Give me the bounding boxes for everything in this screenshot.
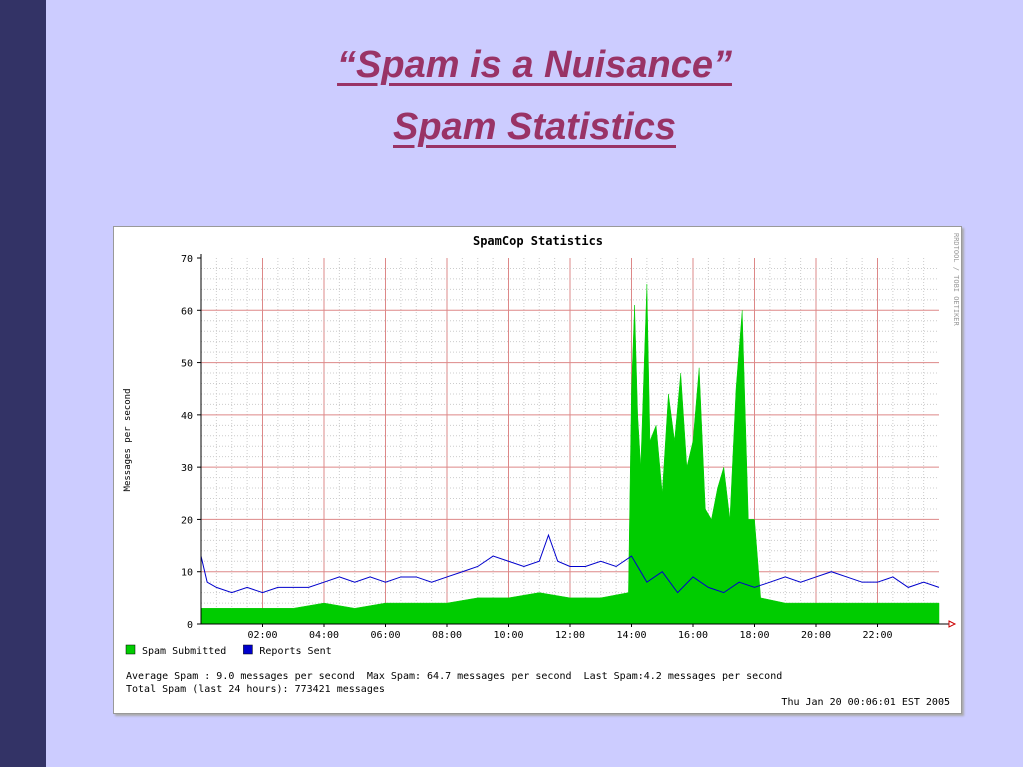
- x-tick-label: 02:00: [247, 630, 277, 641]
- series-area-0: [200, 284, 940, 625]
- x-tick-label: 22:00: [862, 630, 892, 641]
- y-tick-label: 20: [181, 515, 193, 526]
- x-tick-label: 16:00: [678, 630, 708, 641]
- chart-title: SpamCop Statistics: [473, 234, 603, 248]
- watermark: RRDTOOL / TOBI OETIKER: [952, 233, 960, 327]
- slide-subtitle: Spam Statistics: [393, 106, 676, 148]
- x-tick-label: 10:00: [493, 630, 523, 641]
- y-axis-label: Messages per second: [123, 389, 133, 492]
- legend-swatch-0: [125, 644, 136, 655]
- chart-frame: SpamCop Statistics Messages per second R…: [113, 226, 962, 714]
- stats-line-2: Total Spam (last 24 hours): 773421 messa…: [126, 684, 385, 695]
- stats-line-1: Average Spam : 9.0 messages per second M…: [126, 671, 782, 682]
- slide-title: “Spam is a Nuisance”: [337, 44, 732, 86]
- spamcop-chart: SpamCop Statistics Messages per second R…: [123, 233, 960, 708]
- legend-label-0: Spam Submitted: [142, 646, 226, 657]
- legend-swatch-1: [243, 644, 253, 655]
- left-accent-bar: [0, 0, 46, 767]
- x-axis-arrow: [948, 620, 957, 628]
- y-tick-label: 60: [181, 306, 193, 317]
- y-tick-label: 30: [181, 463, 193, 474]
- y-tick-label: 50: [181, 359, 193, 370]
- y-tick-label: 10: [181, 568, 193, 579]
- timestamp: Thu Jan 20 00:06:01 EST 2005: [781, 697, 950, 708]
- x-tick-label: 08:00: [432, 630, 462, 641]
- x-tick-label: 12:00: [555, 630, 585, 641]
- series-line-1: [200, 533, 940, 594]
- y-tick-label: 0: [187, 620, 193, 631]
- y-tick-label: 40: [181, 411, 193, 422]
- y-tick-label: 70: [181, 254, 193, 265]
- x-tick-label: 04:00: [309, 630, 339, 641]
- x-tick-label: 18:00: [739, 630, 769, 641]
- x-tick-label: 20:00: [801, 630, 831, 641]
- x-tick-label: 14:00: [616, 630, 646, 641]
- legend-label-1: Reports Sent: [259, 646, 331, 657]
- x-tick-label: 06:00: [370, 630, 400, 641]
